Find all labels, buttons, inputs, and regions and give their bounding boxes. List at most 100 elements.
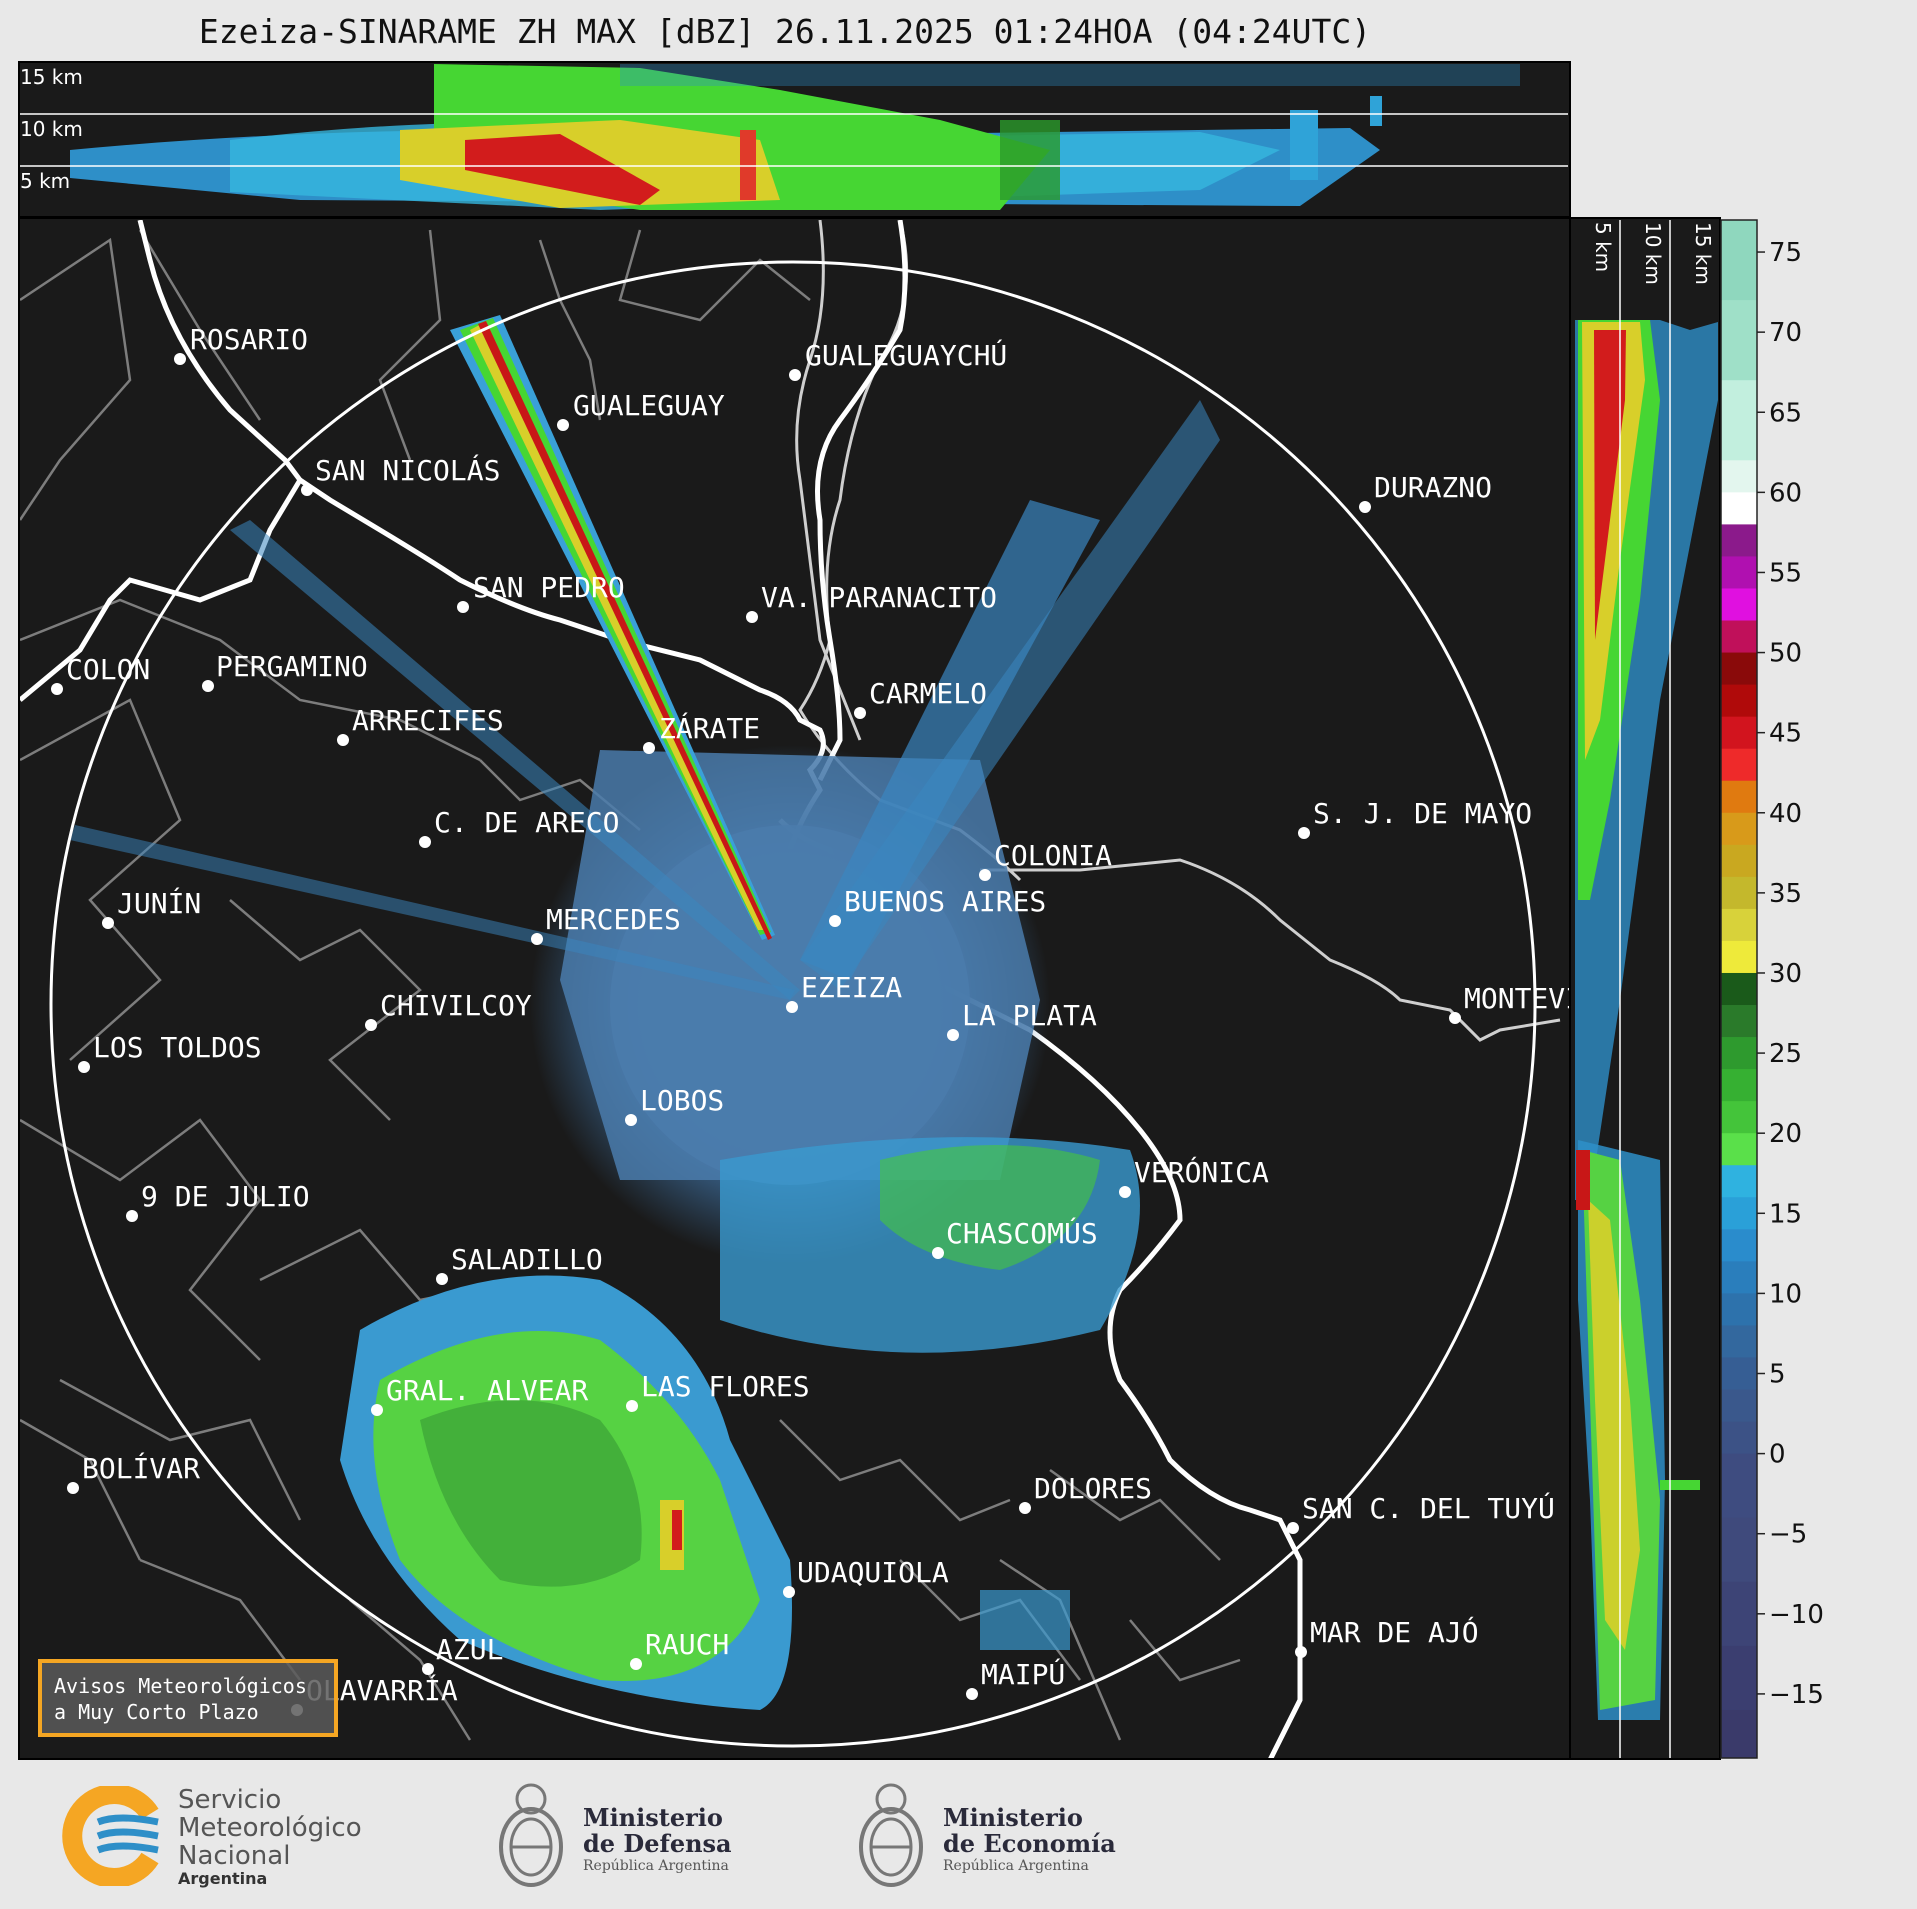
city-label: COLON <box>66 653 150 686</box>
colorbar-tick-label: 10 <box>1769 1279 1802 1309</box>
colorbar-tick-label: 45 <box>1769 719 1802 749</box>
radar-echoes <box>70 315 1220 1710</box>
city-label: VA. PARANACITO <box>761 581 997 614</box>
colorbar-tick-label: 70 <box>1769 318 1802 348</box>
colorbar-band <box>1721 1037 1757 1070</box>
city-label: S. J. DE MAYO <box>1313 797 1532 830</box>
colorbar-band <box>1721 1069 1757 1102</box>
city-label: CHASCOMÚS <box>946 1216 1098 1250</box>
colorbar-band <box>1721 1357 1757 1391</box>
city-label: GUALEGUAYCHÚ <box>805 338 1007 372</box>
colorbar-band <box>1721 1133 1757 1166</box>
defensa-logo-text: Ministerio <box>583 1803 723 1832</box>
colorbar-band <box>1721 588 1757 622</box>
colorbar-band <box>1721 1709 1757 1759</box>
city-label: BOLÍVAR <box>82 1451 200 1485</box>
city-label: CHIVILCOY <box>380 989 532 1022</box>
page-title: Ezeiza-SINARAME ZH MAX [dBZ] 26.11.2025 … <box>198 12 1372 51</box>
colorbar-band <box>1721 1197 1757 1230</box>
economia-logo: Ministerio de Economía República Argenti… <box>855 1775 1135 1895</box>
defensa-logo-text: República Argentina <box>583 1858 729 1874</box>
city-label: C. DE ARECO <box>434 806 619 839</box>
city-label: RAUCH <box>645 1628 729 1661</box>
city-label: MONTEVIDEO <box>1464 982 1633 1015</box>
city-label: ZÁRATE <box>659 711 760 745</box>
colorbar-band <box>1721 684 1757 718</box>
city-label: GUALEGUAY <box>573 389 725 422</box>
city-label: SALADILLO <box>451 1243 603 1276</box>
side-cross-section-panel: 5 km 10 km 15 km <box>1569 217 1721 1760</box>
colorbar-tick-label: 35 <box>1769 879 1802 909</box>
avisos-line2: a Muy Corto Plazo <box>54 1700 259 1724</box>
smn-logo-text: Servicio <box>178 1785 282 1815</box>
city-label: UDAQUIOLA <box>797 1556 949 1589</box>
city-label: ROSARIO <box>190 323 308 356</box>
city-label: LAS FLORES <box>641 1370 810 1403</box>
colorbar-tick-label: 20 <box>1769 1119 1802 1149</box>
colorbar-band <box>1721 1101 1757 1134</box>
side-height-label: 10 km <box>1641 222 1665 285</box>
city-label: LOBOS <box>640 1084 724 1117</box>
colorbar-band <box>1721 1421 1757 1455</box>
city-label: MERCEDES <box>546 903 681 936</box>
city-label: JUNÍN <box>117 886 201 920</box>
colorbar-tick-label: 65 <box>1769 398 1802 428</box>
top-cross-section-panel: 15 km 10 km 5 km <box>18 61 1571 218</box>
colorbar-band <box>1721 812 1757 846</box>
smn-logo: Servicio Meteorológico Nacional Argentin… <box>58 1785 388 1888</box>
defensa-logo-text: de Defensa <box>583 1829 732 1858</box>
city-label: BUENOS AIRES <box>844 885 1046 918</box>
map-panel: ROSARIO GUALEGUAYCHÚ GUALEGUAY SAN NICOL… <box>18 217 1633 1760</box>
colorbar-band <box>1721 460 1757 493</box>
colorbar-tick-label: 25 <box>1769 1039 1802 1069</box>
coat-of-arms-icon <box>859 1783 923 1887</box>
colorbar-band <box>1721 524 1757 557</box>
colorbar-band <box>1721 972 1757 1006</box>
city-label: CARMELO <box>869 677 987 710</box>
side-height-label: 15 km <box>1691 222 1715 285</box>
colorbar-band <box>1721 1389 1757 1423</box>
top-height-label: 10 km <box>20 117 83 141</box>
colorbar-band <box>1721 1229 1757 1262</box>
colorbar-band <box>1721 1325 1757 1358</box>
colorbar-band <box>1721 652 1757 686</box>
colorbar-tick-label: 75 <box>1769 238 1802 268</box>
avisos-button[interactable]: Avisos Meteorológicos a Muy Corto Plazo <box>38 1659 338 1737</box>
colorbar-tick-label: 40 <box>1769 799 1802 829</box>
city-label: 9 DE JULIO <box>141 1180 310 1213</box>
economia-logo-text: República Argentina <box>943 1858 1089 1874</box>
colorbar-band <box>1721 780 1757 814</box>
city-label: COLONIA <box>994 839 1112 872</box>
city-label: SAN C. DEL TUYÚ <box>1302 1491 1555 1525</box>
economia-logo-text: Ministerio <box>943 1803 1083 1832</box>
colorbar-band <box>1721 380 1757 461</box>
colorbar-band <box>1721 1645 1757 1711</box>
city-label: MAIPÚ <box>981 1657 1065 1691</box>
coat-of-arms-icon <box>499 1783 563 1887</box>
colorbar-band <box>1721 1517 1757 1583</box>
colorbar-band <box>1721 908 1757 942</box>
city-label: LOS TOLDOS <box>93 1031 262 1064</box>
colorbar-band <box>1721 300 1757 381</box>
colorbar-tick-label: −15 <box>1769 1680 1824 1710</box>
colorbar-tick-label: −5 <box>1769 1520 1807 1550</box>
colorbar-band <box>1721 940 1757 974</box>
colorbar-tick-label: 30 <box>1769 959 1802 989</box>
colorbar-band <box>1721 876 1757 910</box>
city-label: DOLORES <box>1034 1472 1152 1505</box>
top-height-label: 5 km <box>20 169 70 193</box>
colorbar-band <box>1721 716 1757 750</box>
city-label: ARRECIFES <box>352 704 504 737</box>
colorbar-band <box>1721 1293 1757 1326</box>
city-label: SAN PEDRO <box>473 571 625 604</box>
smn-logo-text: Nacional <box>178 1841 291 1871</box>
range-ring <box>49 260 1537 1748</box>
city-label: AZUL <box>436 1633 503 1666</box>
colorbar-tick-label: 5 <box>1769 1360 1786 1390</box>
colorbar-band <box>1721 620 1757 654</box>
side-panel-echoes <box>1575 320 1718 1720</box>
colorbar-tick-label: 60 <box>1769 478 1802 508</box>
city-label: VERÓNICA <box>1134 1155 1269 1189</box>
city-label: LA PLATA <box>962 999 1097 1032</box>
